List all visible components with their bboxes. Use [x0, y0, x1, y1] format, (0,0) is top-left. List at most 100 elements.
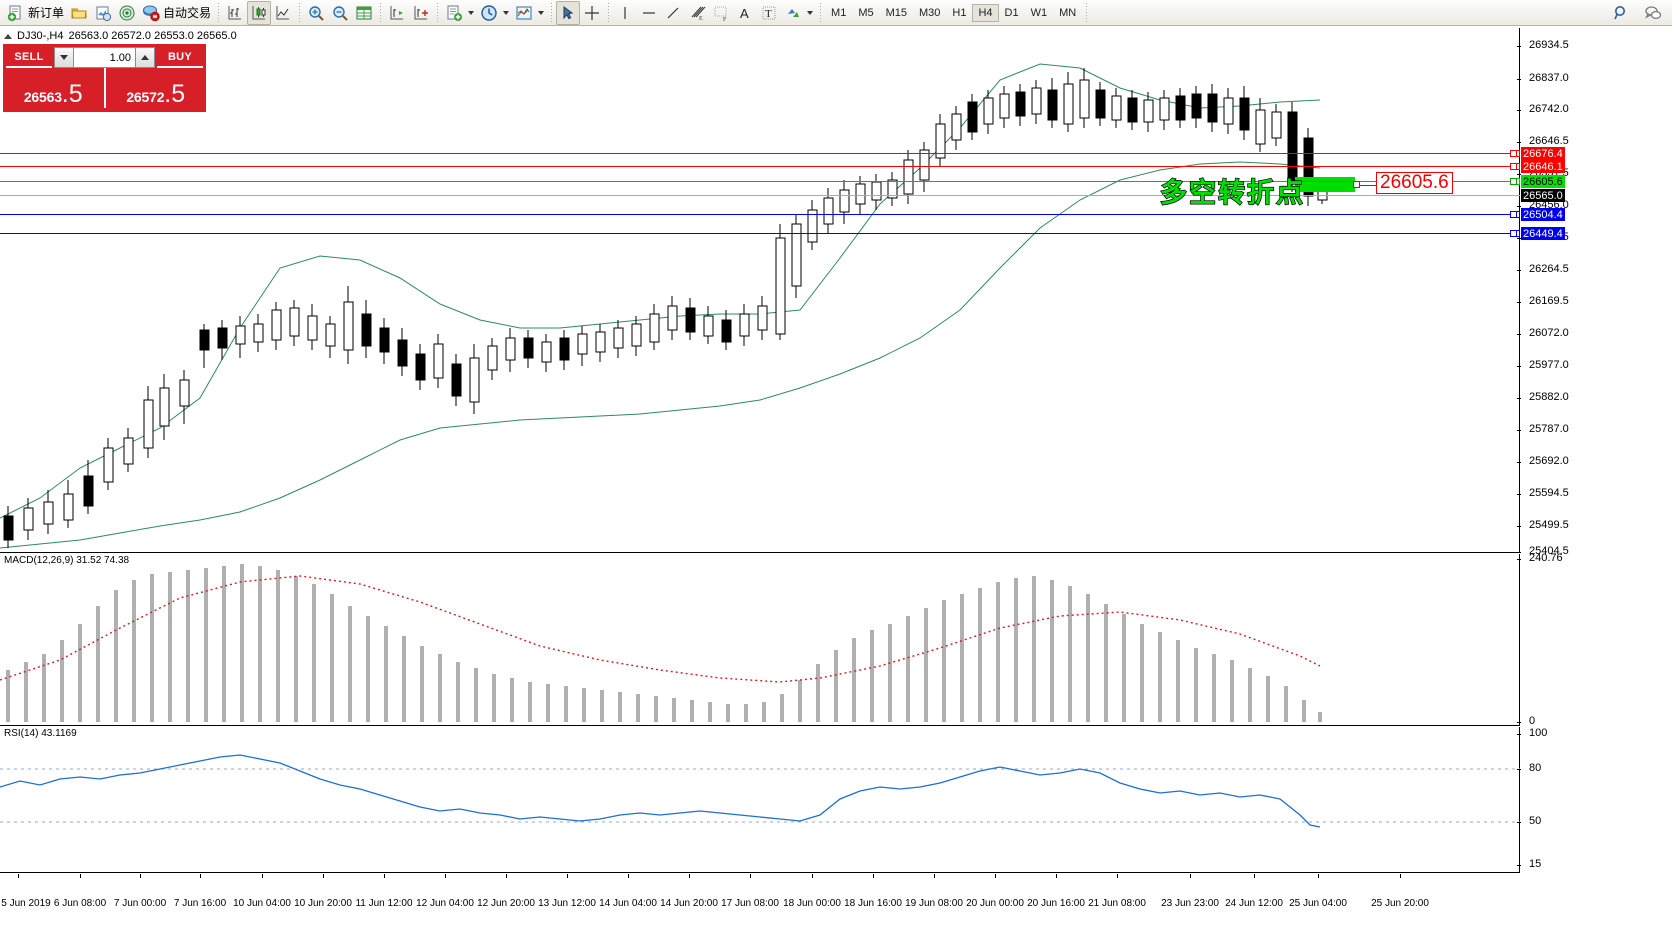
fibo-icon: E — [688, 4, 706, 22]
time-label: 14 Jun 20:00 — [660, 898, 718, 909]
price-label-support-upper[interactable]: 26504.4 — [1510, 208, 1565, 221]
profiles-button[interactable] — [91, 2, 115, 24]
volume-input[interactable]: 1.00 — [74, 47, 135, 68]
channel-button[interactable]: F — [709, 2, 733, 24]
time-axis[interactable]: 5 Jun 2019 6 Jun 08:00 7 Jun 00:00 7 Jun… — [0, 874, 1520, 909]
price-label-pivot[interactable]: 26605.6 — [1510, 175, 1565, 188]
toolbar-separator-8 — [1086, 2, 1088, 23]
price-label-support-lower[interactable]: 26449.4 — [1510, 227, 1565, 240]
crosshair-button[interactable] — [580, 2, 604, 24]
time-tick — [873, 874, 874, 878]
market-watch-button[interactable] — [115, 2, 139, 24]
time-label: 17 Jun 08:00 — [721, 898, 779, 909]
autoscroll-button[interactable] — [409, 2, 433, 24]
symbol-ohlc: 26563.0 26572.0 26553.0 26565.0 — [68, 30, 237, 42]
level-line-26565-current — [0, 195, 1520, 196]
chat-icon[interactable] — [1644, 4, 1662, 22]
price-axis[interactable]: 26934.5 26837.0 26742.0 26646.5 26551.5 … — [1510, 28, 1672, 557]
grid-button[interactable] — [352, 2, 376, 24]
time-label: 20 Jun 16:00 — [1027, 898, 1085, 909]
label-button[interactable]: T — [757, 2, 781, 24]
price-callout[interactable]: 26605.6 — [1376, 172, 1453, 194]
level-line-26449[interactable] — [0, 233, 1520, 234]
timeframe-mn[interactable]: MN — [1059, 6, 1077, 19]
toolbar-separator-2 — [299, 2, 301, 23]
chevron-down-icon-2[interactable] — [503, 10, 510, 15]
macd-chart-svg — [0, 564, 1322, 722]
time-tick — [689, 874, 690, 878]
zoom-out-button[interactable] — [328, 2, 352, 24]
indicators-button[interactable] — [512, 2, 547, 24]
collapse-triangle-icon[interactable] — [4, 33, 12, 39]
period-icon — [480, 4, 498, 22]
time-tick — [1254, 874, 1255, 878]
template-button[interactable] — [442, 2, 477, 24]
trendline-button[interactable] — [661, 2, 685, 24]
volume-stepper[interactable]: 1.00 — [54, 47, 155, 68]
time-label: 14 Jun 04:00 — [599, 898, 657, 909]
shift-button[interactable] — [385, 2, 409, 24]
period-button[interactable] — [477, 2, 512, 24]
chevron-down-icon-3[interactable] — [538, 10, 545, 15]
volume-decrease-button[interactable] — [54, 47, 74, 68]
profiles-icon — [94, 4, 112, 22]
zoom-in-button[interactable] — [304, 2, 328, 24]
timeframe-h1[interactable]: H1 — [952, 6, 967, 19]
timeframe-h4[interactable]: H4 — [972, 3, 999, 22]
hline-button[interactable] — [637, 2, 661, 24]
new-order-icon — [7, 4, 25, 22]
one-click-trading-panel[interactable]: SELL 1.00 BUY 26563.5 26572.5 — [3, 44, 206, 112]
volume-increase-button[interactable] — [135, 47, 155, 68]
time-tick — [995, 874, 996, 878]
text-button[interactable]: A — [733, 2, 757, 24]
time-label: 12 Jun 20:00 — [477, 898, 535, 909]
price-label-resistance-lower[interactable]: 26646.1 — [1510, 160, 1565, 173]
buy-button[interactable]: BUY — [157, 47, 203, 68]
timeframe-m15[interactable]: M15 — [885, 6, 907, 19]
chevron-down-icon-4[interactable] — [807, 10, 814, 15]
svg-text:E: E — [699, 16, 703, 22]
macd-pane[interactable]: MACD(12,26,9) 31.52 74.38 — [0, 554, 1520, 726]
buy-price[interactable]: 26572.5 — [103, 68, 207, 108]
toolbar-separator-6 — [608, 2, 610, 23]
vline-button[interactable] — [613, 2, 637, 24]
bar-chart-button[interactable] — [223, 2, 247, 24]
search-icon[interactable] — [1612, 4, 1630, 22]
macd-title: MACD(12,26,9) 31.52 74.38 — [4, 555, 130, 566]
chevron-down-icon[interactable] — [468, 10, 475, 15]
rsi-pane[interactable]: RSI(14) 43.1169 — [0, 727, 1520, 873]
line-chart-button[interactable] — [271, 2, 295, 24]
chart-area[interactable]: 多空转折点 26605.6 MACD(12,26,9) 31.52 74.38 — [0, 28, 1672, 948]
autotrade-icon — [142, 4, 160, 22]
main-toolbar: 新订单 自动交易 — [0, 0, 1672, 26]
new-order-button[interactable]: 新订单 — [4, 2, 67, 24]
current-bar-highlight — [1295, 177, 1355, 192]
macd-histogram — [6, 564, 1322, 722]
shapes-button[interactable] — [781, 2, 816, 24]
fibo-button[interactable]: E — [685, 2, 709, 24]
autotrade-button[interactable]: 自动交易 — [139, 2, 214, 24]
price-pane[interactable]: 多空转折点 26605.6 — [0, 28, 1520, 553]
timeframe-m30[interactable]: M30 — [919, 6, 941, 19]
timeframe-d1[interactable]: D1 — [1004, 6, 1019, 19]
timeframe-w1[interactable]: W1 — [1030, 6, 1048, 19]
sell-button[interactable]: SELL — [6, 47, 52, 68]
timeframe-m1[interactable]: M1 — [831, 6, 847, 19]
svg-text:T: T — [765, 8, 772, 20]
folder-button[interactable] — [67, 2, 91, 24]
cursor-button[interactable] — [556, 0, 581, 25]
callout-anchor[interactable] — [1353, 181, 1360, 188]
toolbar-right-group — [1612, 4, 1662, 22]
level-line-26676[interactable] — [0, 153, 1520, 154]
candlestick-chart-button[interactable] — [247, 0, 272, 25]
level-line-26646[interactable] — [0, 166, 1520, 167]
sell-price[interactable]: 26563.5 — [3, 68, 104, 108]
rsi-axis[interactable]: 100 80 50 15 — [1517, 727, 1672, 873]
level-line-26504[interactable] — [0, 214, 1520, 215]
price-label-resistance-upper[interactable]: 26676.4 — [1510, 147, 1565, 160]
macd-axis[interactable]: 240.76 0 — [1517, 552, 1672, 727]
chart-annotation[interactable]: 多空转折点 — [1159, 177, 1305, 209]
level-line-26605[interactable] — [0, 181, 1520, 182]
timeframe-m5[interactable]: M5 — [858, 6, 874, 19]
svg-text:F: F — [723, 17, 727, 22]
